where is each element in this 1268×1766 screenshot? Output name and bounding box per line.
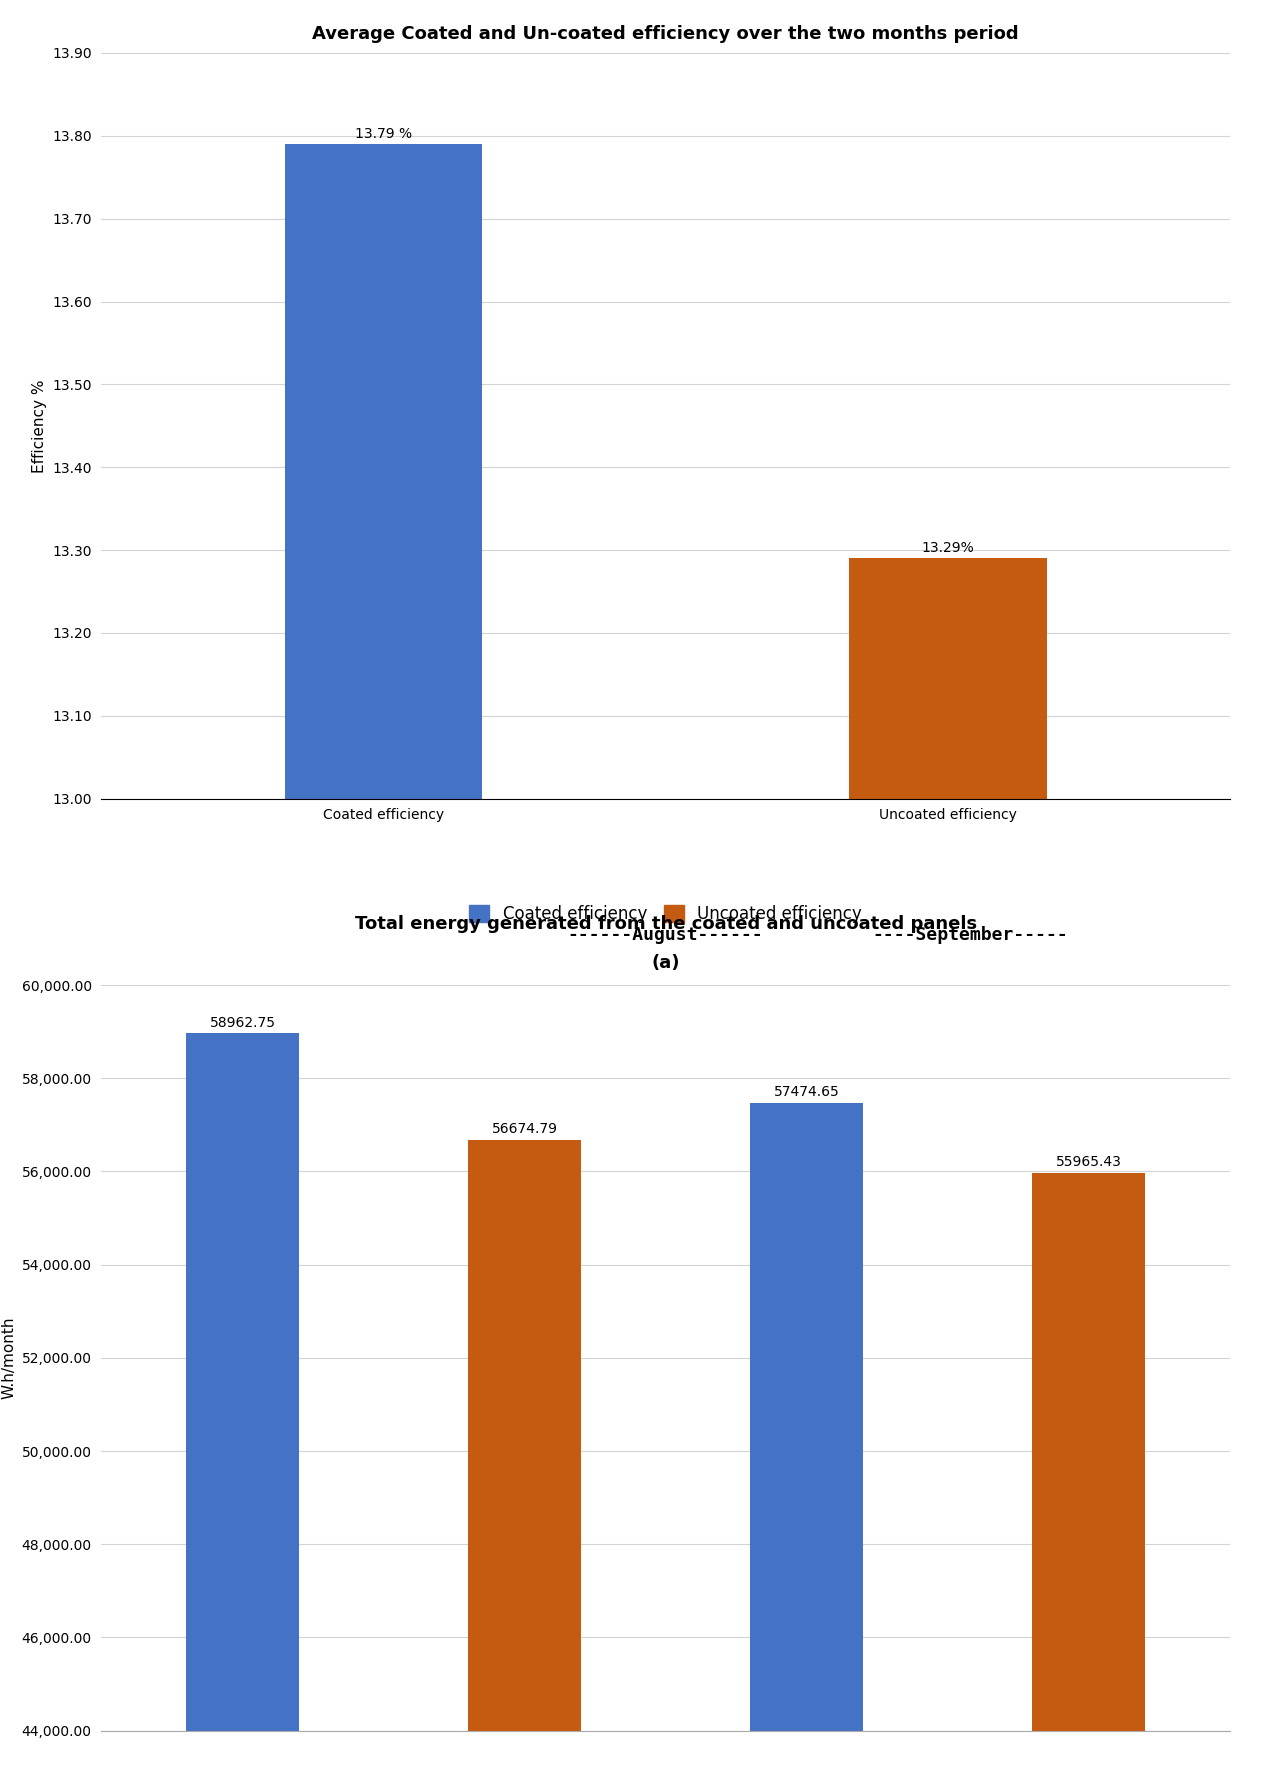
Title: Average Coated and Un-coated efficiency over the two months period: Average Coated and Un-coated efficiency … — [312, 25, 1019, 42]
Bar — [1032, 1173, 1145, 1766]
Title: Total energy generated from the coated and uncoated panels: Total energy generated from the coated a… — [355, 915, 976, 934]
Y-axis label: W.h/month: W.h/month — [1, 1317, 16, 1399]
Bar — [186, 1033, 299, 1766]
Text: 56674.79: 56674.79 — [492, 1121, 558, 1136]
Text: 13.29%: 13.29% — [922, 540, 974, 555]
Text: (a): (a) — [652, 954, 680, 971]
Bar — [468, 1141, 581, 1766]
Legend: Coated efficiency, Uncoated efficiency: Coated efficiency, Uncoated efficiency — [462, 897, 870, 931]
Bar — [285, 145, 482, 1766]
Text: 55965.43: 55965.43 — [1056, 1155, 1122, 1169]
Text: ----September-----: ----September----- — [872, 925, 1068, 945]
Text: ------August------: ------August------ — [568, 925, 763, 945]
Text: 58962.75: 58962.75 — [209, 1015, 275, 1030]
Text: 13.79 %: 13.79 % — [355, 127, 412, 141]
Bar — [850, 558, 1046, 1766]
Bar — [751, 1102, 864, 1766]
Y-axis label: Efficiency %: Efficiency % — [32, 380, 47, 473]
Text: 57474.65: 57474.65 — [773, 1084, 839, 1098]
